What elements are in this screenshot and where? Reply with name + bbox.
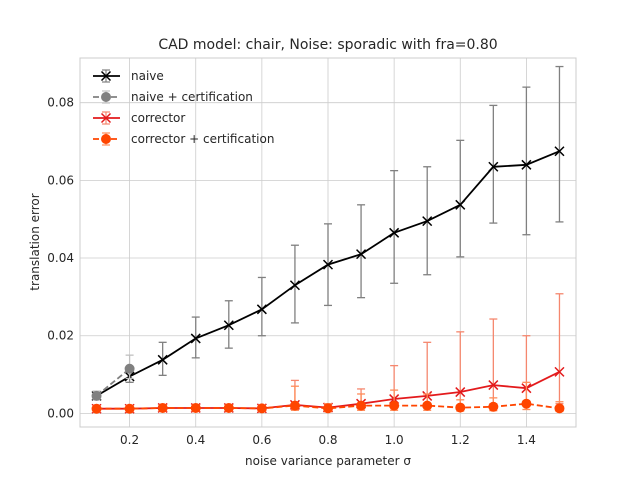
series-marker: [190, 333, 201, 344]
x-tick-label: 0.4: [186, 433, 205, 447]
plot-frame: [79, 57, 577, 428]
series-marker: [256, 403, 267, 414]
legend-entry: naive + certification: [93, 90, 253, 104]
y-tick-label: 0.06: [47, 173, 74, 187]
series-3: [91, 381, 565, 414]
chart-title: CAD model: chair, Noise: sporadic with f…: [158, 37, 497, 53]
series-marker: [455, 199, 466, 210]
series-marker: [554, 146, 565, 157]
series-line: [96, 402, 560, 410]
y-tick-label: 0.08: [47, 96, 74, 110]
series-marker: [223, 402, 234, 413]
series-marker: [521, 159, 532, 170]
series-marker: [157, 402, 168, 413]
series-marker: [455, 387, 466, 398]
legend-entry: corrector + certification: [93, 132, 274, 146]
x-tick-label: 1.4: [517, 433, 536, 447]
y-tick-label: 0.00: [47, 406, 74, 420]
series-marker: [91, 390, 102, 401]
series-marker: [422, 216, 433, 227]
series-marker: [389, 227, 400, 238]
legend-entry: naive: [93, 69, 164, 83]
series-marker: [521, 398, 532, 409]
legend-label: corrector: [131, 111, 185, 125]
series-marker: [323, 403, 333, 414]
series-marker: [100, 112, 112, 124]
series-marker: [124, 403, 135, 414]
x-axis-label: noise variance parameter σ: [245, 454, 411, 468]
series-marker: [289, 280, 300, 291]
series-marker: [488, 161, 499, 172]
x-tick-label: 0.2: [120, 433, 139, 447]
series-line: [95, 368, 131, 397]
ticks: 0.2 0.4 0.6 0.8 1.0 1.2 1.4 0.00 0.02 0.04 0.06 0.0…: [47, 96, 536, 447]
series-marker: [101, 92, 111, 102]
x-tick-label: 1.0: [385, 433, 404, 447]
series-0: [91, 65, 565, 401]
series-marker: [554, 403, 565, 414]
series-marker: [256, 304, 267, 315]
x-tick-label: 0.6: [252, 433, 271, 447]
x-tick-label: 0.8: [318, 433, 337, 447]
y-tick-label: 0.02: [47, 329, 74, 343]
series-marker: [100, 70, 112, 82]
series-marker: [101, 134, 111, 144]
series-layer: [91, 65, 565, 414]
legend-label: corrector + certification: [131, 132, 274, 146]
series-marker: [488, 380, 499, 391]
series-marker: [389, 400, 400, 411]
series-marker: [356, 400, 367, 411]
legend: naive naive + certification corrector corre…: [93, 69, 274, 146]
series-marker: [223, 320, 234, 331]
legend-label: naive: [131, 69, 164, 83]
series-marker: [422, 400, 433, 411]
series-marker: [455, 402, 466, 413]
series-marker: [488, 401, 499, 412]
series-marker: [356, 249, 367, 260]
series-marker: [157, 354, 168, 365]
y-tick-label: 0.04: [47, 251, 74, 265]
series-marker: [124, 363, 135, 374]
x-tick-label: 1.2: [451, 433, 470, 447]
y-axis-label: translation error: [28, 193, 42, 290]
series-marker: [322, 259, 334, 270]
series-marker: [190, 402, 201, 413]
legend-label: naive + certification: [131, 90, 253, 104]
series-1: [91, 354, 135, 401]
legend-entry: corrector: [93, 111, 185, 125]
series-marker: [289, 400, 300, 411]
series-marker: [554, 366, 565, 377]
series-marker: [91, 403, 102, 414]
